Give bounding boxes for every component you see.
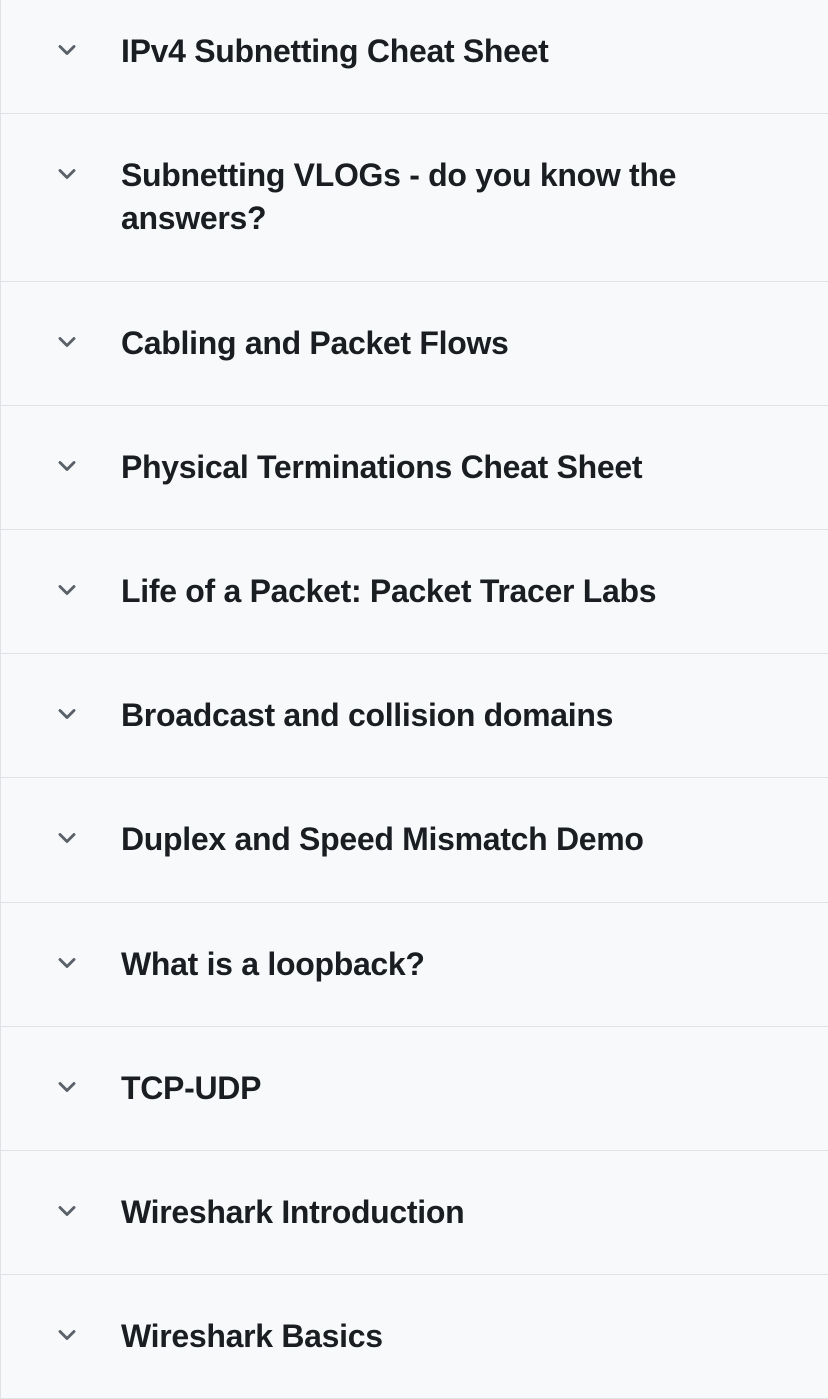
section-label: Physical Terminations Cheat Sheet	[121, 446, 642, 489]
chevron-down-icon	[53, 576, 81, 604]
section-label: TCP-UDP	[121, 1067, 261, 1110]
section-label: Cabling and Packet Flows	[121, 322, 509, 365]
section-label: What is a loopback?	[121, 943, 425, 986]
section-row[interactable]: Cabling and Packet Flows	[1, 282, 828, 406]
section-row[interactable]: Life of a Packet: Packet Tracer Labs	[1, 530, 828, 654]
section-label: Wireshark Basics	[121, 1315, 383, 1358]
chevron-down-icon	[53, 1197, 81, 1225]
section-row[interactable]: What is a loopback?	[1, 903, 828, 1027]
chevron-down-icon	[53, 328, 81, 356]
chevron-down-icon	[53, 452, 81, 480]
course-section-list: IPv4 Subnetting Cheat Sheet Subnetting V…	[0, 0, 828, 1399]
section-row[interactable]: Wireshark Introduction	[1, 1151, 828, 1275]
chevron-down-icon	[53, 700, 81, 728]
section-row[interactable]: Subnetting VLOGs - do you know the answe…	[1, 114, 828, 281]
section-row[interactable]: Wireshark Basics	[1, 1275, 828, 1399]
section-row[interactable]: TCP-UDP	[1, 1027, 828, 1151]
section-row[interactable]: IPv4 Subnetting Cheat Sheet	[1, 0, 828, 114]
section-label: Subnetting VLOGs - do you know the answe…	[121, 154, 798, 240]
chevron-down-icon	[53, 1073, 81, 1101]
chevron-down-icon	[53, 36, 81, 64]
section-row[interactable]: Duplex and Speed Mismatch Demo	[1, 778, 828, 902]
chevron-down-icon	[53, 1321, 81, 1349]
section-label: Wireshark Introduction	[121, 1191, 464, 1234]
section-row[interactable]: Broadcast and collision domains	[1, 654, 828, 778]
section-label: Duplex and Speed Mismatch Demo	[121, 818, 644, 861]
section-label: Life of a Packet: Packet Tracer Labs	[121, 570, 656, 613]
chevron-down-icon	[53, 160, 81, 188]
section-label: Broadcast and collision domains	[121, 694, 613, 737]
chevron-down-icon	[53, 949, 81, 977]
section-label: IPv4 Subnetting Cheat Sheet	[121, 30, 549, 73]
section-row[interactable]: Physical Terminations Cheat Sheet	[1, 406, 828, 530]
chevron-down-icon	[53, 824, 81, 852]
